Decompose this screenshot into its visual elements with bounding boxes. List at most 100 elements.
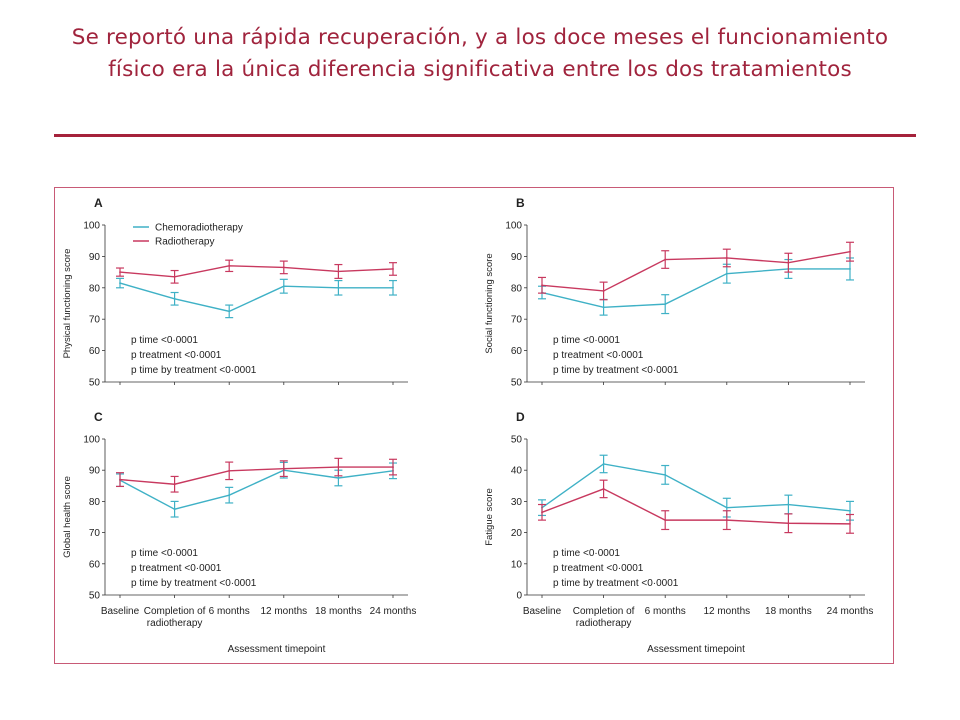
y-tick-label: 90: [511, 252, 523, 263]
series-line-radiotherapy: [119, 265, 394, 278]
p-value-annotation: p time <0·0001: [553, 548, 620, 559]
data-point: [664, 303, 667, 306]
y-tick-label: 40: [511, 466, 523, 477]
x-tick-label: Completion of: [573, 606, 635, 617]
panel-letter: C: [94, 410, 103, 424]
p-value-annotation: p treatment <0·0001: [131, 350, 222, 361]
x-tick-label: 6 months: [209, 606, 250, 617]
data-point: [282, 467, 285, 470]
x-tick-label: 18 months: [765, 606, 812, 617]
y-axis-label: Social functioning score: [484, 253, 495, 353]
y-tick-label: 90: [89, 252, 101, 263]
p-value-annotation: p time <0·0001: [553, 335, 620, 346]
x-tick-label: Baseline: [101, 606, 140, 617]
data-point: [849, 509, 851, 512]
data-point: [541, 284, 543, 287]
panel-c: C 50 60 70 80 90 100 Global health score p time …: [62, 410, 416, 655]
y-tick-label: 60: [511, 346, 523, 357]
y-tick-label: 80: [89, 497, 101, 508]
y-tick-label: 100: [83, 435, 100, 446]
title-divider: [54, 134, 916, 137]
y-tick-label: 10: [511, 559, 523, 570]
x-tick-label: 12 months: [703, 606, 750, 617]
data-point: [849, 268, 851, 270]
y-tick-label: 50: [89, 378, 101, 389]
x-tick-label: 18 months: [315, 606, 362, 617]
figure-frame: A 50 60 70 80 90 100 Physical functioning score…: [54, 187, 894, 664]
x-tick-label: radiotherapy: [576, 618, 632, 629]
data-point: [228, 469, 231, 472]
p-value-annotation: p treatment <0·0001: [553, 350, 644, 361]
y-axis-label: Fatigue score: [484, 488, 495, 546]
data-point: [602, 463, 605, 465]
data-point: [392, 268, 394, 270]
panel-d: D 0 10 20 30 40 50 Fatigue score p time <0·0001 p…: [484, 410, 873, 655]
x-tick-label: 12 months: [260, 606, 307, 617]
legend-label: Chemoradiotherapy: [155, 223, 243, 234]
data-point: [119, 271, 121, 273]
data-point: [725, 506, 728, 509]
data-point: [173, 275, 176, 278]
series-line-radiotherapy: [119, 466, 393, 485]
x-tick-label: 24 months: [370, 606, 417, 617]
data-point: [602, 488, 605, 490]
y-tick-label: 100: [83, 221, 100, 232]
y-tick-label: 80: [511, 283, 523, 294]
data-point: [787, 503, 790, 506]
data-point: [787, 261, 790, 264]
y-tick-label: 100: [505, 221, 522, 232]
y-tick-label: 20: [511, 528, 523, 539]
data-point: [664, 258, 667, 261]
p-value-annotation: p time by treatment <0·0001: [553, 578, 679, 589]
x-tick-label: Baseline: [523, 606, 562, 617]
data-point: [392, 466, 394, 468]
y-tick-label: 50: [511, 435, 523, 446]
y-tick-label: 30: [511, 497, 523, 508]
data-point: [337, 270, 340, 273]
data-point: [787, 522, 790, 525]
data-point: [849, 250, 851, 253]
data-point: [337, 466, 340, 468]
data-point: [228, 310, 231, 313]
series-line-chemoradiotherapy: [541, 268, 850, 308]
data-point: [725, 257, 728, 259]
y-tick-label: 60: [89, 559, 101, 570]
series-line-chemoradiotherapy: [541, 463, 851, 512]
p-value-annotation: p treatment <0·0001: [131, 563, 222, 574]
data-point: [228, 264, 231, 267]
y-tick-label: 70: [511, 315, 523, 326]
y-tick-label: 60: [89, 346, 101, 357]
panel-letter: A: [94, 196, 103, 210]
panel-letter: B: [516, 196, 525, 210]
x-axis-label: Assessment timepoint: [647, 644, 745, 655]
legend-label: Radiotherapy: [155, 237, 214, 248]
series-line-radiotherapy: [541, 488, 851, 525]
y-tick-label: 80: [89, 283, 101, 294]
x-tick-label: 6 months: [645, 606, 686, 617]
p-value-annotation: p treatment <0·0001: [553, 563, 644, 574]
data-point: [849, 522, 851, 525]
p-value-annotation: p time <0·0001: [131, 335, 198, 346]
data-point: [541, 511, 543, 514]
x-tick-label: radiotherapy: [147, 618, 203, 629]
data-point: [725, 519, 728, 522]
data-point: [725, 272, 728, 275]
p-value-annotation: p time by treatment <0·0001: [131, 365, 257, 376]
data-point: [228, 494, 231, 497]
data-point: [392, 286, 394, 289]
data-point: [602, 290, 605, 292]
slide-title: Se reportó una rápida recuperación, y a …: [71, 25, 889, 82]
data-point: [282, 285, 285, 288]
data-point: [337, 286, 340, 289]
data-point: [602, 306, 605, 309]
y-tick-label: 50: [89, 591, 101, 602]
y-tick-label: 0: [516, 591, 522, 602]
panel-letter: D: [516, 410, 525, 424]
data-point: [173, 508, 176, 511]
data-point: [119, 478, 121, 481]
data-point: [282, 266, 285, 269]
p-value-annotation: p time by treatment <0·0001: [553, 365, 679, 376]
series-line-chemoradiotherapy: [119, 282, 393, 313]
p-value-annotation: p time <0·0001: [131, 548, 198, 559]
p-value-annotation: p time by treatment <0·0001: [131, 578, 257, 589]
